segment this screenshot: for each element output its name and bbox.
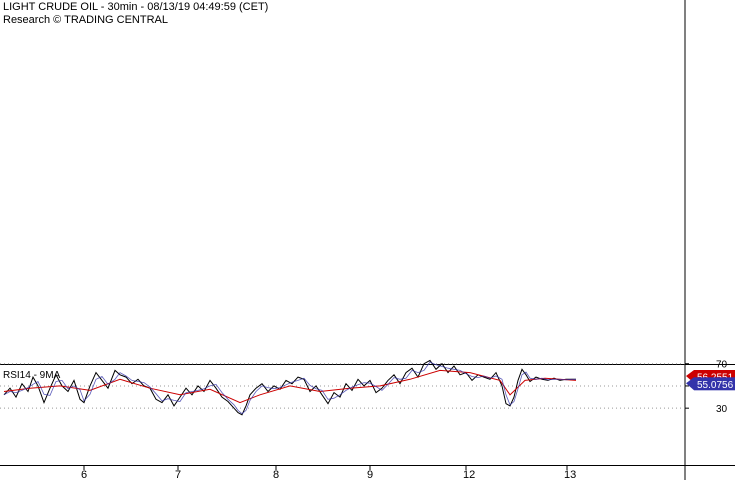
x-tick-label: 8 xyxy=(273,469,279,480)
rsi-ma-line xyxy=(3,369,577,404)
rsi-tag-rsi-ma: 55.0756 xyxy=(697,380,734,391)
chart-title: LIGHT CRUDE OIL - 30min - 08/13/19 04:49… xyxy=(3,1,269,13)
x-tick-label: 7 xyxy=(175,469,181,480)
x-tick-label: 6 xyxy=(81,469,87,480)
x-tick-label: 12 xyxy=(463,469,475,480)
chart-subtitle: Research © TRADING CENTRAL xyxy=(3,14,168,26)
rsi-panel-title: RSI14 - 9MA xyxy=(3,370,61,381)
x-tick-label: 13 xyxy=(564,469,576,480)
rsi-y-tick-label: 30 xyxy=(716,404,728,415)
x-tick-label: 9 xyxy=(367,469,373,480)
rsi-tag-rsi-ma-bg xyxy=(694,377,735,391)
rsi-tag-rsi-ma-pointer xyxy=(686,377,694,391)
rsi-signal-line xyxy=(3,361,576,415)
rsi-line xyxy=(3,359,576,416)
rsi-y-tick-label: 70 xyxy=(716,360,728,371)
